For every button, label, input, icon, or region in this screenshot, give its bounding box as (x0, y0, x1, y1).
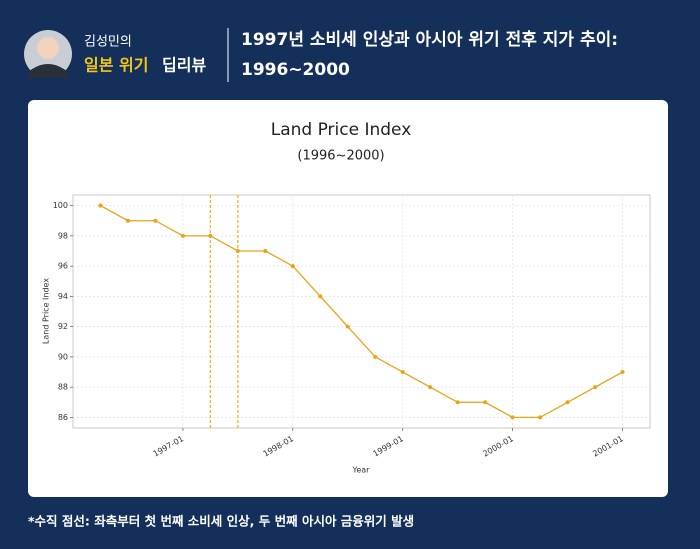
chart-title: Land Price Index (271, 120, 412, 140)
plot-frame (72, 194, 651, 429)
y-tick-label: 98 (58, 231, 68, 240)
x-axis-label: Year (352, 466, 371, 475)
point (98, 203, 103, 208)
point (235, 248, 240, 253)
point (428, 385, 433, 390)
y-tick-label: 96 (58, 262, 68, 271)
point (125, 218, 130, 223)
y-tick-label: 100 (53, 201, 68, 210)
point (593, 385, 598, 390)
point (565, 400, 570, 405)
point (455, 400, 460, 405)
line (100, 205, 623, 419)
point (263, 248, 268, 253)
point (620, 370, 625, 375)
y-tick-label: 88 (58, 383, 68, 392)
page-title: 1997년 소비세 인상과 아시아 위기 전후 지가 추이: (241, 29, 618, 50)
author-name: 김성민의 (84, 35, 132, 50)
chart-card (28, 100, 668, 497)
point (290, 264, 295, 269)
point (318, 294, 323, 299)
avatar-body (28, 64, 68, 78)
point (208, 233, 213, 238)
point (345, 324, 350, 329)
point (538, 415, 543, 420)
y-axis-label: Land Price Index (42, 278, 51, 344)
point (180, 233, 185, 238)
chart-subtitle: (1996~2000) (297, 149, 384, 164)
point (483, 400, 488, 405)
point (400, 370, 405, 375)
y-tick-label: 90 (58, 352, 68, 361)
y-tick-label: 94 (58, 292, 68, 301)
brand: 딥리뷰 (162, 56, 206, 75)
footnote: *수직 점선: 좌측부터 첫 번째 소비세 인상, 두 번째 아시아 금융위기 … (28, 514, 414, 529)
point (373, 354, 378, 359)
point (510, 415, 515, 420)
avatar-face (37, 37, 59, 59)
point (153, 218, 158, 223)
page-title: 1996~2000 (241, 60, 350, 80)
brand-highlight: 일본 위기 (84, 56, 148, 75)
y-tick-label: 86 (58, 413, 68, 422)
y-tick-label: 92 (58, 322, 68, 331)
